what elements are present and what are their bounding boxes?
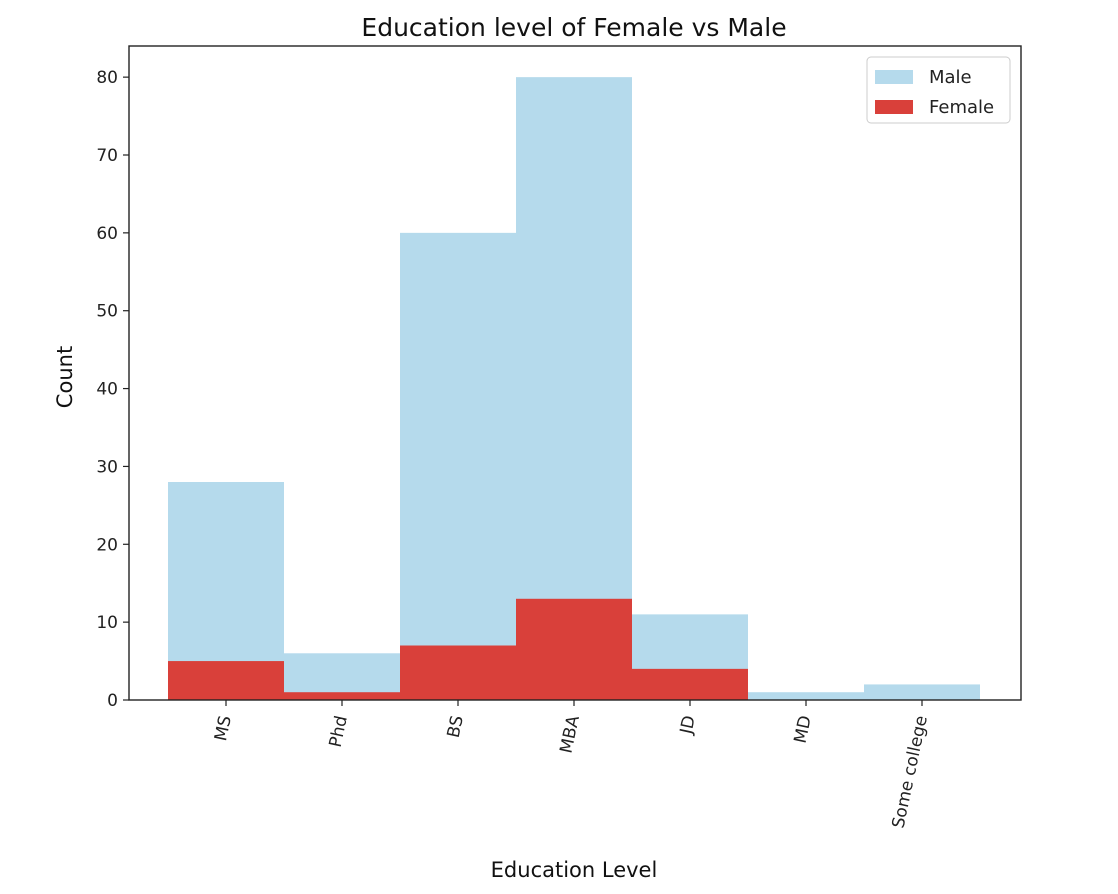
x-axis: MS Phd BS MBA JD MD Some college xyxy=(211,700,932,830)
legend-label-female: Female xyxy=(929,97,994,118)
x-tick-label: Some college xyxy=(889,714,932,830)
y-tick-label: 30 xyxy=(96,457,118,477)
bar-male-some-college xyxy=(864,684,980,700)
bar-male-md xyxy=(748,692,864,700)
bar-female-jd xyxy=(632,668,748,700)
y-tick-label: 0 xyxy=(107,691,118,711)
x-tick-label: Phd xyxy=(326,714,352,749)
bar-female-mba xyxy=(516,598,632,700)
y-tick-label: 10 xyxy=(96,613,118,633)
y-tick-label: 20 xyxy=(96,535,118,555)
x-tick-label: MS xyxy=(211,714,236,743)
bars-group xyxy=(168,77,980,700)
x-tick-label: BS xyxy=(444,714,468,740)
x-tick-label: MBA xyxy=(556,714,584,756)
plot-frame xyxy=(128,45,1022,701)
legend-label-male: Male xyxy=(929,67,972,88)
bar-male-bs xyxy=(400,232,516,700)
y-tick-label: 40 xyxy=(96,380,118,400)
x-axis-title: Education Level xyxy=(491,858,658,882)
y-axis-title: Count xyxy=(53,346,77,408)
legend-swatch-male xyxy=(875,70,913,84)
legend-swatch-female xyxy=(875,100,913,114)
x-tick-label: JD xyxy=(676,714,700,737)
y-tick-label: 70 xyxy=(96,146,118,166)
bar-female-phd xyxy=(284,692,400,700)
y-tick-label: 50 xyxy=(96,302,118,322)
bar-female-bs xyxy=(400,645,516,700)
legend: Male Female xyxy=(866,56,1011,124)
y-tick-label: 80 xyxy=(96,68,118,88)
x-tick-label: MD xyxy=(791,714,816,745)
y-axis: 0 10 20 30 40 50 60 70 80 xyxy=(96,68,129,711)
bar-male-mba xyxy=(516,77,632,700)
y-tick-label: 60 xyxy=(96,224,118,244)
chart-title: Education level of Female vs Male xyxy=(361,13,786,42)
bar-female-ms xyxy=(168,661,284,700)
